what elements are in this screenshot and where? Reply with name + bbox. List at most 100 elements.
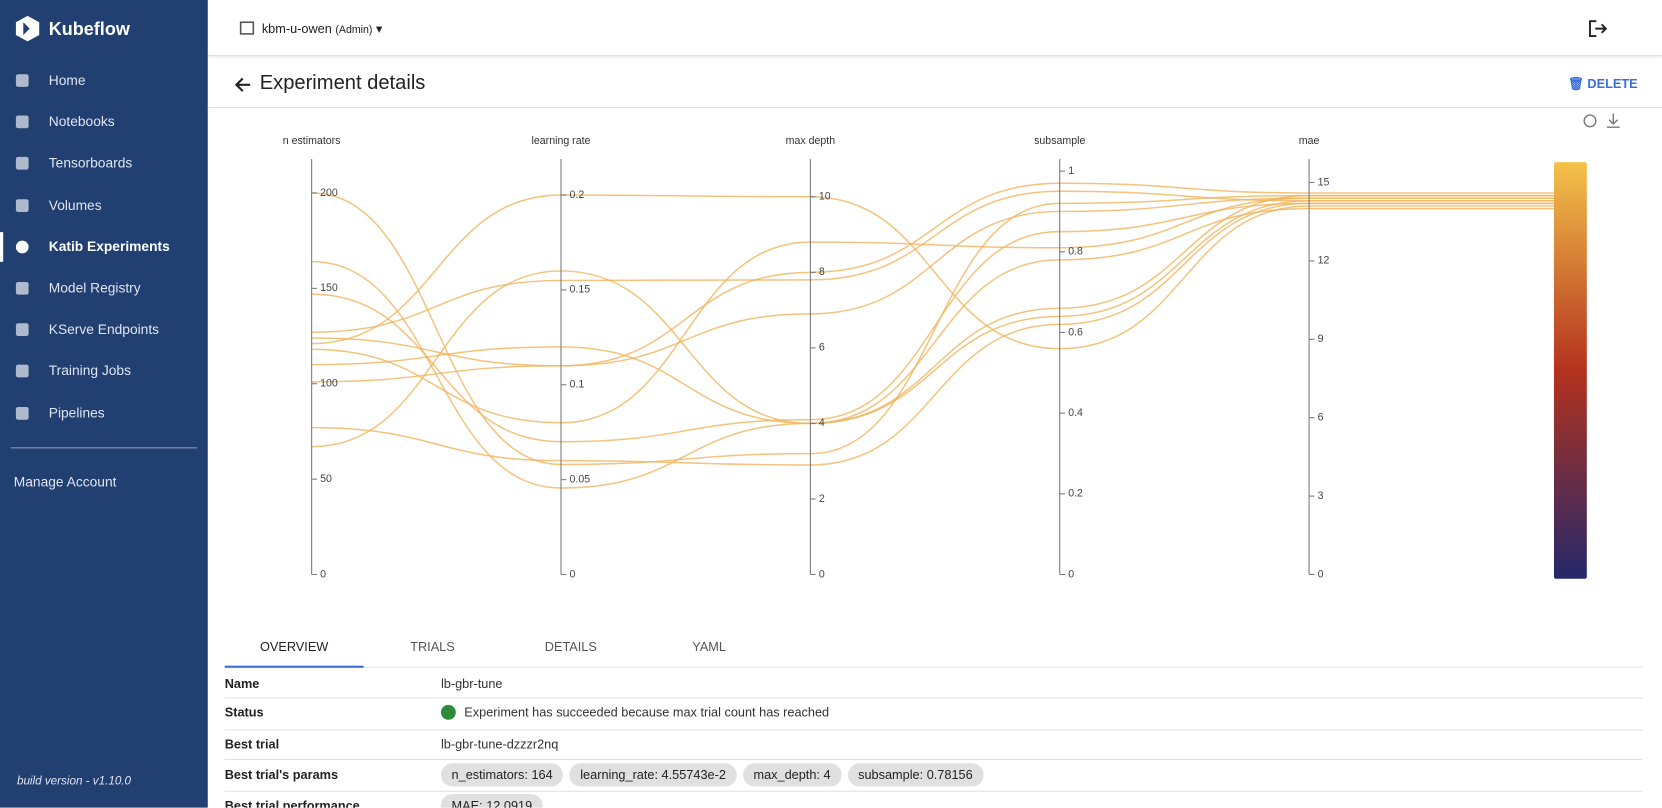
row-divider: [224, 790, 1643, 792]
axis-label: learning rate: [532, 135, 591, 147]
tick-label: 0: [320, 568, 326, 580]
delete-button[interactable]: 🗑 DELETE: [1567, 76, 1638, 92]
namespace-selector[interactable]: kbm-u-owen (Admin) ▾: [261, 21, 383, 37]
active-marker: [0, 231, 4, 262]
tick-label: 0: [819, 568, 825, 580]
build-version: build version - v1.10.0: [16, 774, 132, 788]
nav-icon: [15, 406, 29, 420]
color-bar: [1553, 162, 1587, 579]
status-icon: [440, 704, 456, 720]
tab-divider: [224, 666, 1643, 668]
sidebar: Kubeflow Home Notebooks Tensorboards Volume…: [0, 0, 208, 808]
chip-list: MAE: 12.0919: [440, 793, 549, 808]
tick-label: 6: [1318, 412, 1324, 424]
tick-label: 0.6: [1068, 326, 1083, 338]
row-text: Experiment has succeeded because max tri…: [464, 704, 830, 720]
nav-icon: [15, 115, 29, 129]
chip: MAE: 12.0919: [440, 793, 543, 808]
divider: [207, 107, 1662, 109]
tick-label: 0.8: [1068, 246, 1083, 258]
row-label: Best trial performance: [224, 798, 360, 808]
tab[interactable]: YAML: [692, 639, 726, 655]
nav-label: Tensorboards: [48, 155, 133, 172]
nav-label: KServe Endpoints: [48, 321, 160, 338]
back-button[interactable]: [233, 75, 252, 94]
tick-label: 200: [320, 187, 338, 199]
axis-label: max depth: [786, 135, 836, 147]
tick-label: 0: [1068, 568, 1074, 580]
chip-list: n_estimators: 164 learning_rate: 4.55743e…: [440, 763, 990, 787]
nav-icon: [15, 240, 29, 254]
nav-label: Volumes: [48, 196, 102, 213]
row-label: Best trial's params: [224, 767, 339, 783]
nav-icon: [15, 323, 29, 337]
row-value: Experiment has succeeded because max tri…: [440, 704, 830, 720]
axis-label: n estimators: [283, 135, 341, 147]
nav-icon: [15, 281, 29, 295]
nav-icon: [15, 365, 29, 378]
tab[interactable]: DETAILS: [544, 639, 597, 655]
nav-label: Model Registry: [48, 279, 141, 296]
tab[interactable]: OVERVIEW: [259, 639, 329, 655]
trial-line: [311, 197, 1554, 367]
tick-label: 0: [1318, 568, 1324, 580]
nav-icon: [15, 198, 29, 212]
tick-label: 15: [1318, 176, 1330, 188]
trial-line: [311, 197, 1554, 424]
divider: [10, 447, 198, 449]
row-value: lb-gbr-tune-dzzzr2nq: [441, 737, 558, 752]
logout-button[interactable]: [1588, 19, 1607, 38]
trial-line: [311, 182, 1554, 383]
row-label: Status: [224, 704, 264, 720]
axis-label: mae: [1299, 135, 1320, 147]
refresh-icon[interactable]: [1583, 114, 1597, 128]
row-divider: [224, 758, 1643, 761]
tick-label: 0.05: [569, 473, 590, 485]
tick-label: 0.2: [1068, 488, 1083, 500]
tick-label: 50: [320, 473, 332, 485]
nav-item[interactable]: Notebooks: [0, 103, 208, 141]
nav-item[interactable]: Training Jobs: [0, 352, 208, 390]
nav-icon: [15, 157, 29, 171]
tick-label: 100: [320, 378, 338, 390]
nav-item[interactable]: Volumes: [0, 186, 208, 224]
page-title: Experiment details: [259, 72, 426, 95]
manage-account[interactable]: Manage Account: [13, 473, 117, 490]
nav-item[interactable]: Pipelines: [0, 394, 208, 432]
row-label: Best trial: [224, 736, 280, 752]
nav-item[interactable]: Model Registry: [0, 269, 208, 307]
nav-item[interactable]: KServe Endpoints: [0, 311, 208, 349]
tick-label: 0.2: [569, 189, 584, 201]
nav-label: Katib Experiments: [48, 238, 170, 255]
row-text: lb-gbr-tune: [440, 676, 503, 692]
tick-label: 0.4: [1068, 407, 1083, 419]
tick-label: 2: [819, 493, 825, 505]
role: (Admin): [335, 24, 373, 37]
tick-label: 1: [1068, 165, 1074, 177]
nav-label: Home: [48, 72, 86, 88]
namespace-icon: [239, 21, 255, 35]
chip: subsample: 0.78156: [847, 763, 984, 787]
brand: Kubeflow: [48, 19, 130, 40]
tick-label: 150: [320, 282, 338, 294]
nav-item[interactable]: Tensorboards: [0, 145, 208, 183]
trial-line: [311, 194, 1554, 350]
trial-line: [311, 202, 1554, 443]
trial-line: [311, 202, 1554, 466]
row-value: lb-gbr-tune: [441, 676, 503, 691]
delete-label: DELETE: [1587, 76, 1638, 92]
nav-item[interactable]: Katib Experiments: [0, 228, 208, 266]
tick-label: 0.15: [569, 284, 590, 296]
tick-label: 0.1: [569, 379, 584, 391]
tab[interactable]: TRIALS: [410, 639, 455, 655]
tick-label: 0: [569, 568, 575, 580]
tick-label: 9: [1318, 333, 1324, 345]
nav-label: Notebooks: [48, 113, 115, 130]
nav-item[interactable]: Home: [0, 61, 208, 99]
tick-label: 3: [1318, 490, 1324, 502]
nav-label: Pipelines: [48, 404, 105, 421]
download-icon[interactable]: [1606, 113, 1620, 128]
